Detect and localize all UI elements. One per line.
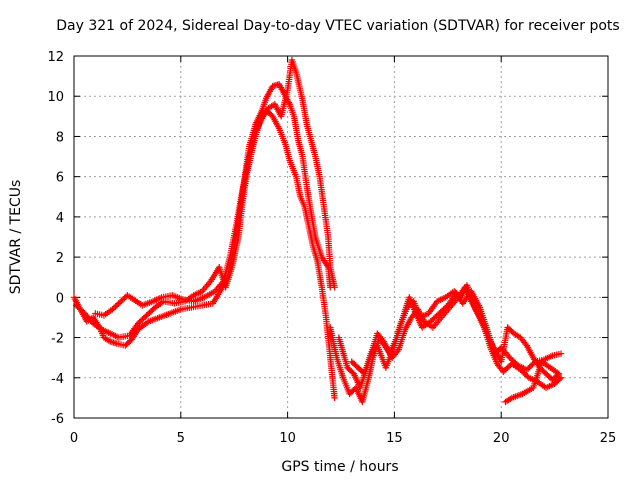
x-tick-label: 25 — [600, 431, 617, 446]
x-tick-label: 20 — [493, 431, 510, 446]
series-track-f — [348, 282, 563, 406]
y-tick-label: 6 — [56, 171, 64, 186]
data-point — [109, 306, 116, 313]
data-point — [331, 284, 338, 291]
series-track-c — [92, 56, 338, 319]
data-point — [116, 299, 124, 306]
data-point — [556, 375, 563, 383]
x-axis-ticks: 0 5 10 15 20 25 — [70, 56, 616, 446]
y-tick-label: -2 — [51, 332, 64, 347]
y-tick-label: 8 — [56, 130, 64, 145]
data-points — [70, 56, 565, 406]
data-point — [115, 300, 122, 307]
chart-title: Day 321 of 2024, Sidereal Day-to-day VTE… — [56, 18, 619, 34]
data-point — [144, 319, 151, 326]
data-point — [557, 350, 565, 357]
y-tick-label: 10 — [47, 90, 64, 105]
series-track-b — [72, 107, 338, 402]
x-tick-label: 0 — [70, 431, 78, 446]
y-tick-label: -4 — [51, 372, 64, 387]
data-point — [118, 297, 125, 304]
plot-frame — [73, 55, 609, 419]
y-axis-ticks: -6 -4 -2 0 2 4 6 8 10 12 — [47, 50, 608, 427]
data-point — [331, 394, 338, 402]
x-tick-label: 15 — [386, 431, 403, 446]
data-point — [80, 308, 87, 316]
data-point — [557, 374, 565, 381]
x-axis-label: GPS time / hours — [281, 459, 398, 475]
x-tick-label: 5 — [177, 431, 185, 446]
y-tick-label: 0 — [56, 291, 64, 306]
y-tick-label: 4 — [56, 211, 64, 226]
data-point — [112, 303, 119, 310]
data-point — [110, 304, 118, 312]
y-tick-label: 2 — [56, 251, 64, 266]
y-tick-label: -6 — [51, 412, 64, 427]
x-tick-label: 10 — [279, 431, 296, 446]
data-point — [113, 301, 121, 309]
y-tick-label: 12 — [47, 50, 64, 65]
series-track-d — [327, 284, 565, 406]
y-axis-label: SDTVAR / TECUs — [8, 180, 24, 295]
data-point — [502, 398, 509, 406]
